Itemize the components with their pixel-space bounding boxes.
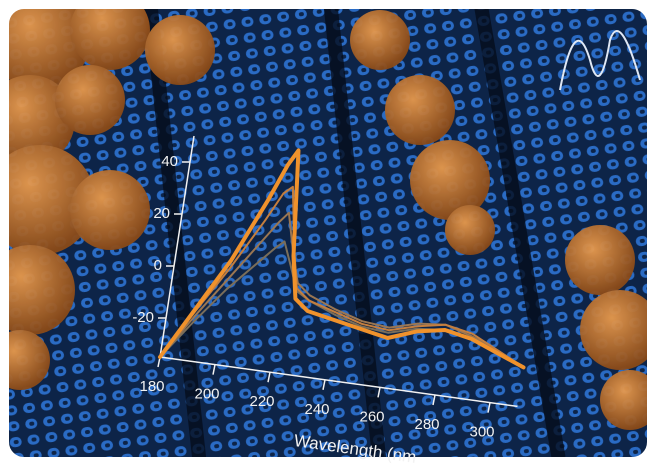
y-tick-label: 40: [161, 153, 178, 170]
x-tick-label: 240: [304, 401, 329, 418]
x-tick-label: 300: [469, 424, 494, 441]
background: [0, 0, 656, 466]
y-tick-label: -20: [132, 309, 154, 326]
x-tick-label: 280: [414, 416, 439, 433]
y-tick-label: 20: [153, 205, 170, 222]
x-tick-label: 220: [249, 393, 274, 410]
x-tick-label: 260: [359, 408, 384, 425]
x-tick-label: 180: [139, 378, 164, 395]
y-tick-label: 0: [154, 257, 162, 274]
page: {"chart_data": {"type": "line", "x_label…: [0, 0, 656, 466]
x-tick-label: 200: [194, 386, 219, 403]
chart: Wavelength (nm 180200220240260280300-200…: [0, 0, 656, 466]
